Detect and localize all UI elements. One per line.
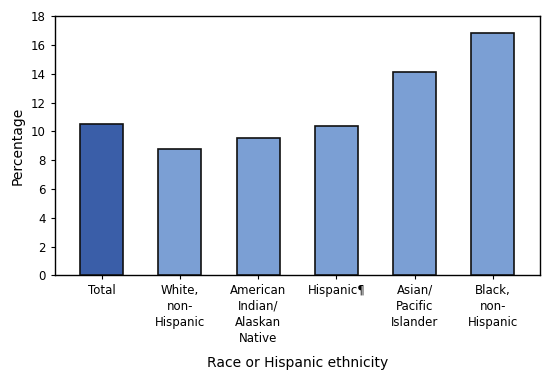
Bar (472, 34, 515, 275)
Bar (236, 138, 280, 275)
Y-axis label: Percentage: Percentage (11, 107, 25, 185)
X-axis label: Race or Hispanic ethnicity: Race or Hispanic ethnicity (207, 356, 388, 370)
Bar (158, 149, 202, 275)
Bar (393, 72, 436, 275)
Bar (80, 124, 123, 275)
Bar (315, 126, 358, 275)
